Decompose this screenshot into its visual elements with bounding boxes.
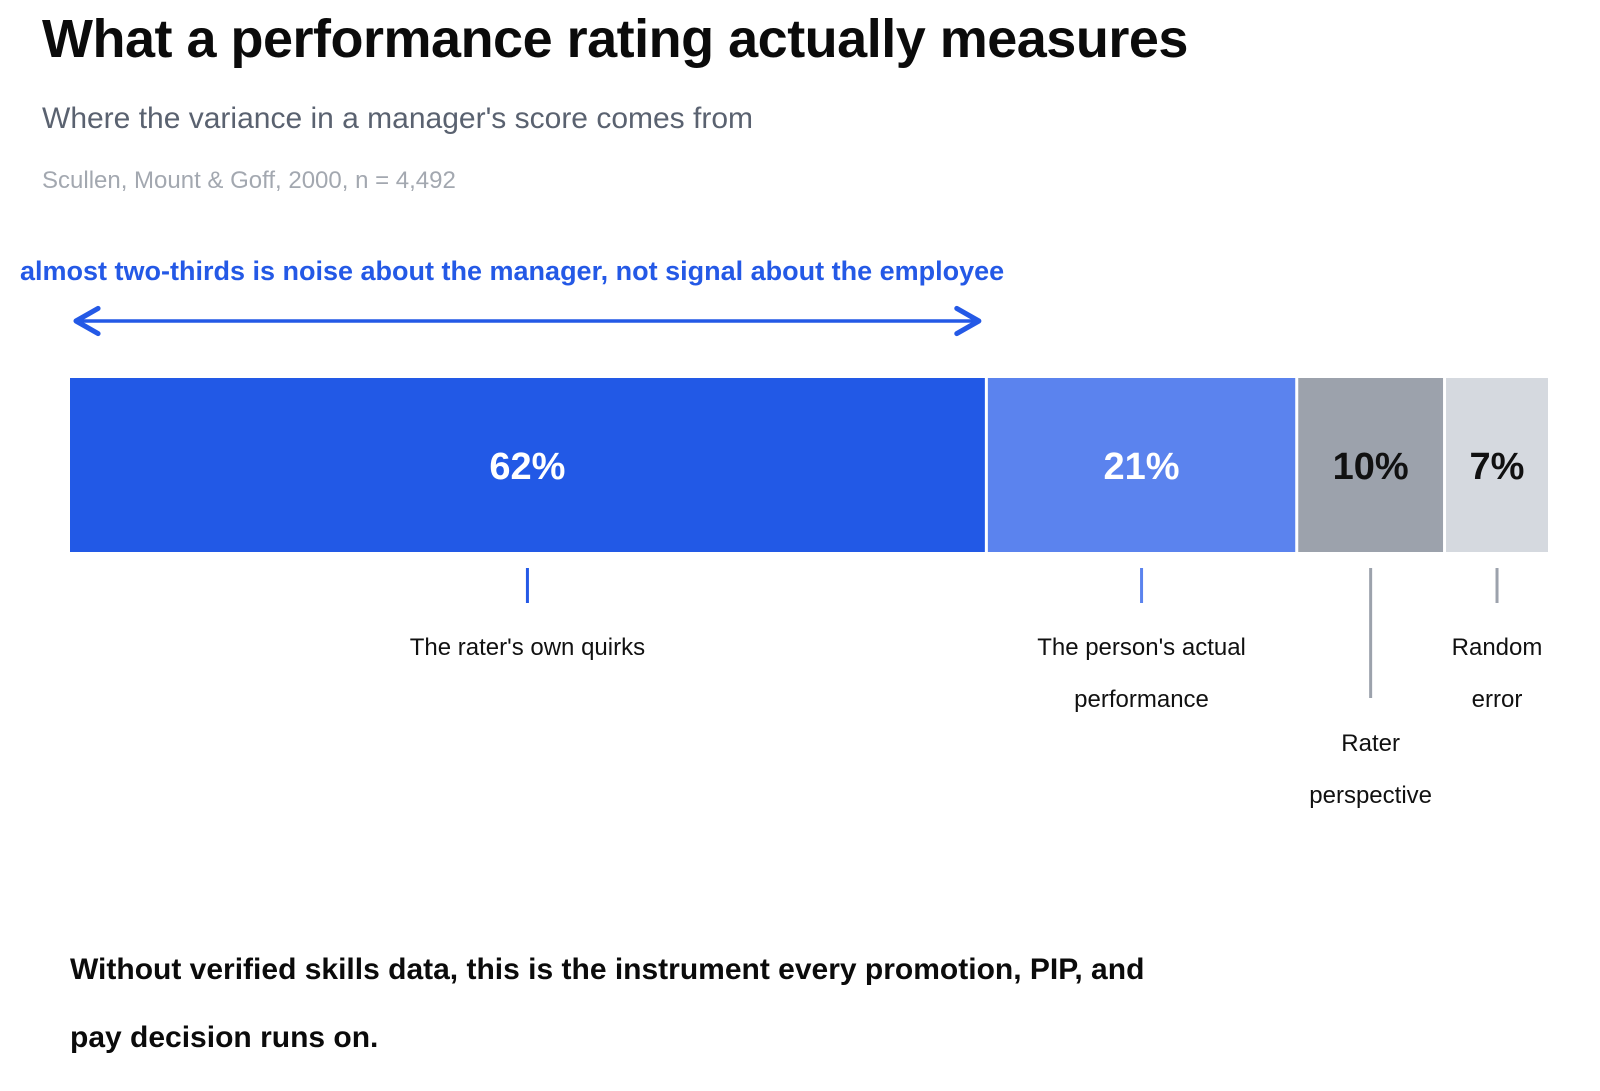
bar-value-label-2: 10% xyxy=(1333,446,1409,488)
bar-value-label-0: 62% xyxy=(489,446,565,488)
bar-segment-3 xyxy=(1446,378,1548,552)
annotation-label: almost two-thirds is noise about the man… xyxy=(20,256,1004,286)
bar-value-label-1: 21% xyxy=(1104,446,1180,488)
bar-value-label-3: 7% xyxy=(1470,446,1525,488)
bar-segment-0 xyxy=(70,378,985,552)
stacked-bar-chart: almost two-thirds is noise about the man… xyxy=(20,256,1548,809)
bar-segment-1 xyxy=(987,378,1296,552)
chart-source: Scullen, Mount & Goff, 2000, n = 4,492 xyxy=(42,167,456,194)
chart-title: What a performance rating actually measu… xyxy=(42,9,1188,69)
bar-segment-2 xyxy=(1298,378,1444,552)
category-label-2: Rater perspective xyxy=(1309,730,1432,809)
category-label-1: The person's actual performance xyxy=(1037,634,1246,713)
category-label-0: The rater's own quirks xyxy=(410,634,645,661)
takeaway-text: Without verified skills data, this is th… xyxy=(70,953,1145,1054)
category-label-3: Random error xyxy=(1452,634,1543,713)
chart-subtitle: Where the variance in a manager's score … xyxy=(42,102,754,135)
